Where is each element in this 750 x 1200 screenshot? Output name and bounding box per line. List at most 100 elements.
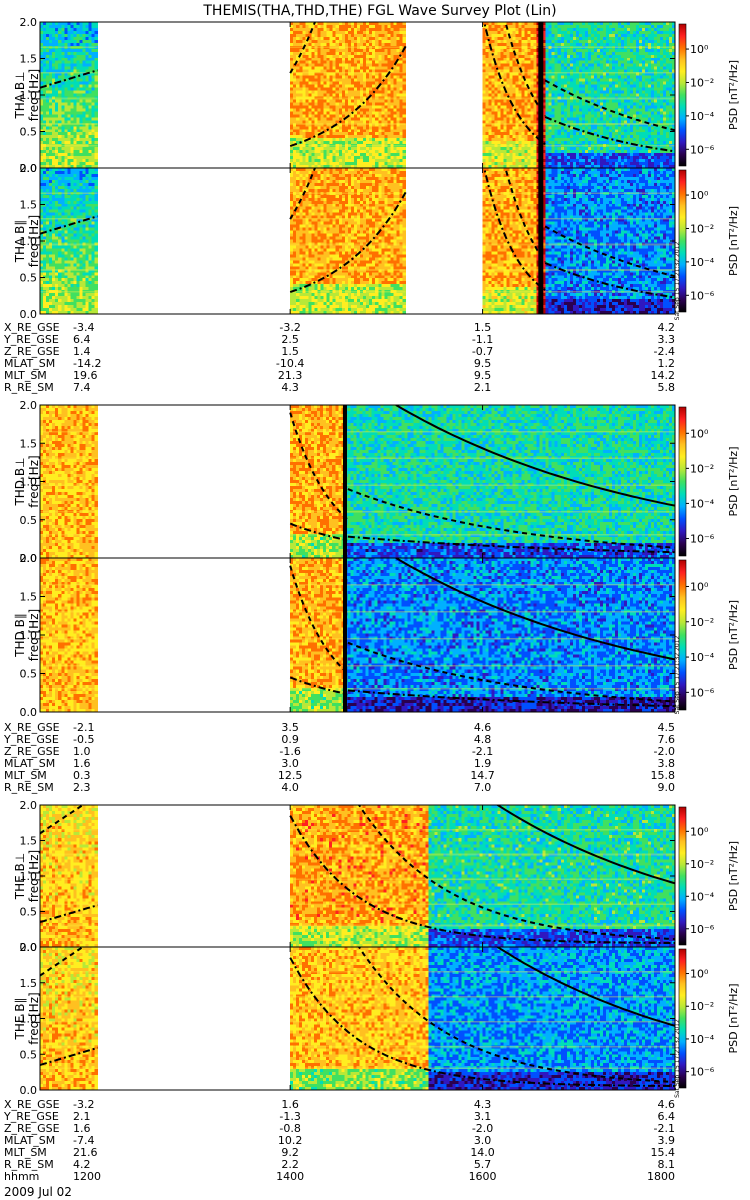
y-tick-label: 1.5 xyxy=(20,977,38,990)
freq-axis-label: freq [Hz] xyxy=(27,69,41,121)
colorbar-tick-label: 10⁻⁴ xyxy=(690,256,715,269)
ephemeris-value: 4.0 xyxy=(281,781,299,794)
ephemeris-label: R_RE_SM xyxy=(4,781,54,794)
colorbar: 10⁰ 10⁻² 10⁻⁴ 10⁻⁶ PSD [nT²/Hz] Sat Sep 15 17… xyxy=(674,560,740,714)
y-tick-label: 2.0 xyxy=(20,552,38,565)
colorbar-tick-label: 10⁰ xyxy=(690,968,709,981)
ephemeris-value: 5.8 xyxy=(658,381,676,394)
panel-label: THE B⊥ xyxy=(13,853,27,900)
panel-label: THD B⊥ xyxy=(13,457,27,506)
colorbar-tick-label: 10⁻² xyxy=(690,858,714,871)
y-tick-label: 0.5 xyxy=(20,906,38,919)
colorbar-tick-label: 10⁻² xyxy=(690,77,714,90)
y-tick-label: 0.5 xyxy=(20,668,38,681)
colorbar-tick-label: 10⁰ xyxy=(690,189,709,202)
ephemeris-label: hhmm xyxy=(4,1170,39,1183)
y-tick-label: 1.5 xyxy=(20,591,38,604)
y-tick-label: 2.0 xyxy=(20,799,38,812)
ephemeris-value: 9.0 xyxy=(658,781,676,794)
colorbar-tick-label: 10⁻⁴ xyxy=(690,890,715,903)
colorbar-label: PSD [nT²/Hz] xyxy=(727,446,740,516)
plot-stamp: Sat Sep 15 17:21:32 2012 xyxy=(674,1019,681,1098)
freq-axis-label: freq [Hz] xyxy=(27,215,41,267)
freq-axis-label: freq [Hz] xyxy=(27,455,41,507)
ephemeris-value: 1600 xyxy=(469,1170,497,1183)
ephemeris-value: 7.4 xyxy=(73,381,91,394)
y-tick-label: 0.5 xyxy=(20,1048,38,1061)
wave-survey-figure: THEMIS(THA,THD,THE) FGL Wave Survey Plot… xyxy=(0,0,750,1200)
ephemeris-value: 2.1 xyxy=(474,381,492,394)
ephemeris-value: 4.3 xyxy=(281,381,299,394)
ephemeris-value: 1200 xyxy=(73,1170,101,1183)
freq-axis-label: freq [Hz] xyxy=(27,609,41,661)
y-tick-label: 2.0 xyxy=(20,399,38,412)
y-tick-label: 0.0 xyxy=(20,308,38,321)
colorbar-tick-label: 10⁻⁴ xyxy=(690,1033,715,1046)
panel-label: THA B⊥ xyxy=(13,71,27,119)
spectrogram-cells xyxy=(40,22,675,168)
ephemeris-table: X_RE_GSE -3.2 1.6 4.3 4.6Y_RE_GSE 2.1 -1.3 3.1 6… xyxy=(3,1098,675,1183)
y-tick-label: 1.5 xyxy=(20,199,38,212)
colorbar-tick-label: 10⁻⁴ xyxy=(690,651,715,664)
plot-stamp: Sat Sep 15 17:21:32 2012 xyxy=(674,242,681,321)
y-tick-label: 2.0 xyxy=(20,941,38,954)
colorbar-label: PSD [nT²/Hz] xyxy=(727,841,740,911)
colorbar-label: PSD [nT²/Hz] xyxy=(727,983,740,1053)
y-tick-label: 2.0 xyxy=(20,162,38,175)
ephemeris-label: R_RE_SM xyxy=(4,381,54,394)
colorbar-tick-label: 10⁻⁴ xyxy=(690,110,715,123)
y-tick-label: 0.0 xyxy=(20,1084,38,1097)
date-label: 2009 Jul 02 xyxy=(4,1185,72,1199)
y-tick-label: 0.5 xyxy=(20,272,38,285)
colorbar-tick-label: 10⁻⁶ xyxy=(690,143,715,156)
colorbar-tick-label: 10⁻² xyxy=(690,1000,714,1013)
colorbar-tick-label: 10⁻⁶ xyxy=(690,686,715,699)
spectrogram-cells xyxy=(40,805,675,947)
colorbar-tick-label: 10⁰ xyxy=(690,427,709,440)
spectrogram-cells xyxy=(40,168,675,314)
colorbar-tick-label: 10⁻² xyxy=(690,462,714,475)
colorbar-tick-label: 10⁻⁶ xyxy=(690,923,715,936)
y-tick-label: 1.5 xyxy=(20,835,38,848)
colorbar: 10⁰ 10⁻² 10⁻⁴ 10⁻⁶ PSD [nT²/Hz] Sat Sep 15 17… xyxy=(674,170,740,320)
colorbar-tick-label: 10⁰ xyxy=(690,581,709,594)
colorbar-tick-label: 10⁻² xyxy=(690,616,714,629)
panel-label: THD B∥ xyxy=(13,613,27,658)
figure-title: THEMIS(THA,THD,THE) FGL Wave Survey Plot… xyxy=(202,3,556,19)
colorbar-tick-label: 10⁻² xyxy=(690,223,714,236)
ephemeris-table: X_RE_GSE -3.4 -3.2 1.5 4.2Y_RE_GSE 6.4 2.5 -1.1… xyxy=(3,321,675,394)
ephemeris-value: 2.3 xyxy=(73,781,91,794)
plot-stamp: Sat Sep 15 17:21:32 2012 xyxy=(674,636,681,715)
colorbar-tick-label: 10⁻⁴ xyxy=(690,497,715,510)
panel-label: THE B∥ xyxy=(13,998,27,1041)
ephemeris-value: 1400 xyxy=(276,1170,304,1183)
y-tick-label: 0.5 xyxy=(20,514,38,527)
y-tick-label: 2.0 xyxy=(20,16,38,29)
ephemeris-table: X_RE_GSE -2.1 3.5 4.6 4.5Y_RE_GSE -0.5 0.9 4.8 7… xyxy=(3,721,675,794)
ephemeris-value: 7.0 xyxy=(474,781,492,794)
freq-axis-label: freq [Hz] xyxy=(27,850,41,902)
y-tick-label: 0.5 xyxy=(20,126,38,139)
ephemeris-value: 1800 xyxy=(647,1170,675,1183)
spectrogram-cells xyxy=(40,947,675,1090)
freq-axis-label: freq [Hz] xyxy=(27,992,41,1044)
colorbar: 10⁰ 10⁻² 10⁻⁴ 10⁻⁶ PSD [nT²/Hz] xyxy=(679,24,740,166)
y-tick-label: 1.5 xyxy=(20,437,38,450)
colorbar-label: PSD [nT²/Hz] xyxy=(727,60,740,130)
colorbar-tick-label: 10⁰ xyxy=(690,43,709,56)
colorbar-label: PSD [nT²/Hz] xyxy=(727,206,740,276)
colorbar-label: PSD [nT²/Hz] xyxy=(727,600,740,670)
colorbar-tick-label: 10⁻⁶ xyxy=(690,289,715,302)
colorbar-tick-label: 10⁻⁶ xyxy=(690,1066,715,1079)
colorbar: 10⁰ 10⁻² 10⁻⁴ 10⁻⁶ PSD [nT²/Hz] Sat Sep 15 17… xyxy=(674,949,740,1098)
